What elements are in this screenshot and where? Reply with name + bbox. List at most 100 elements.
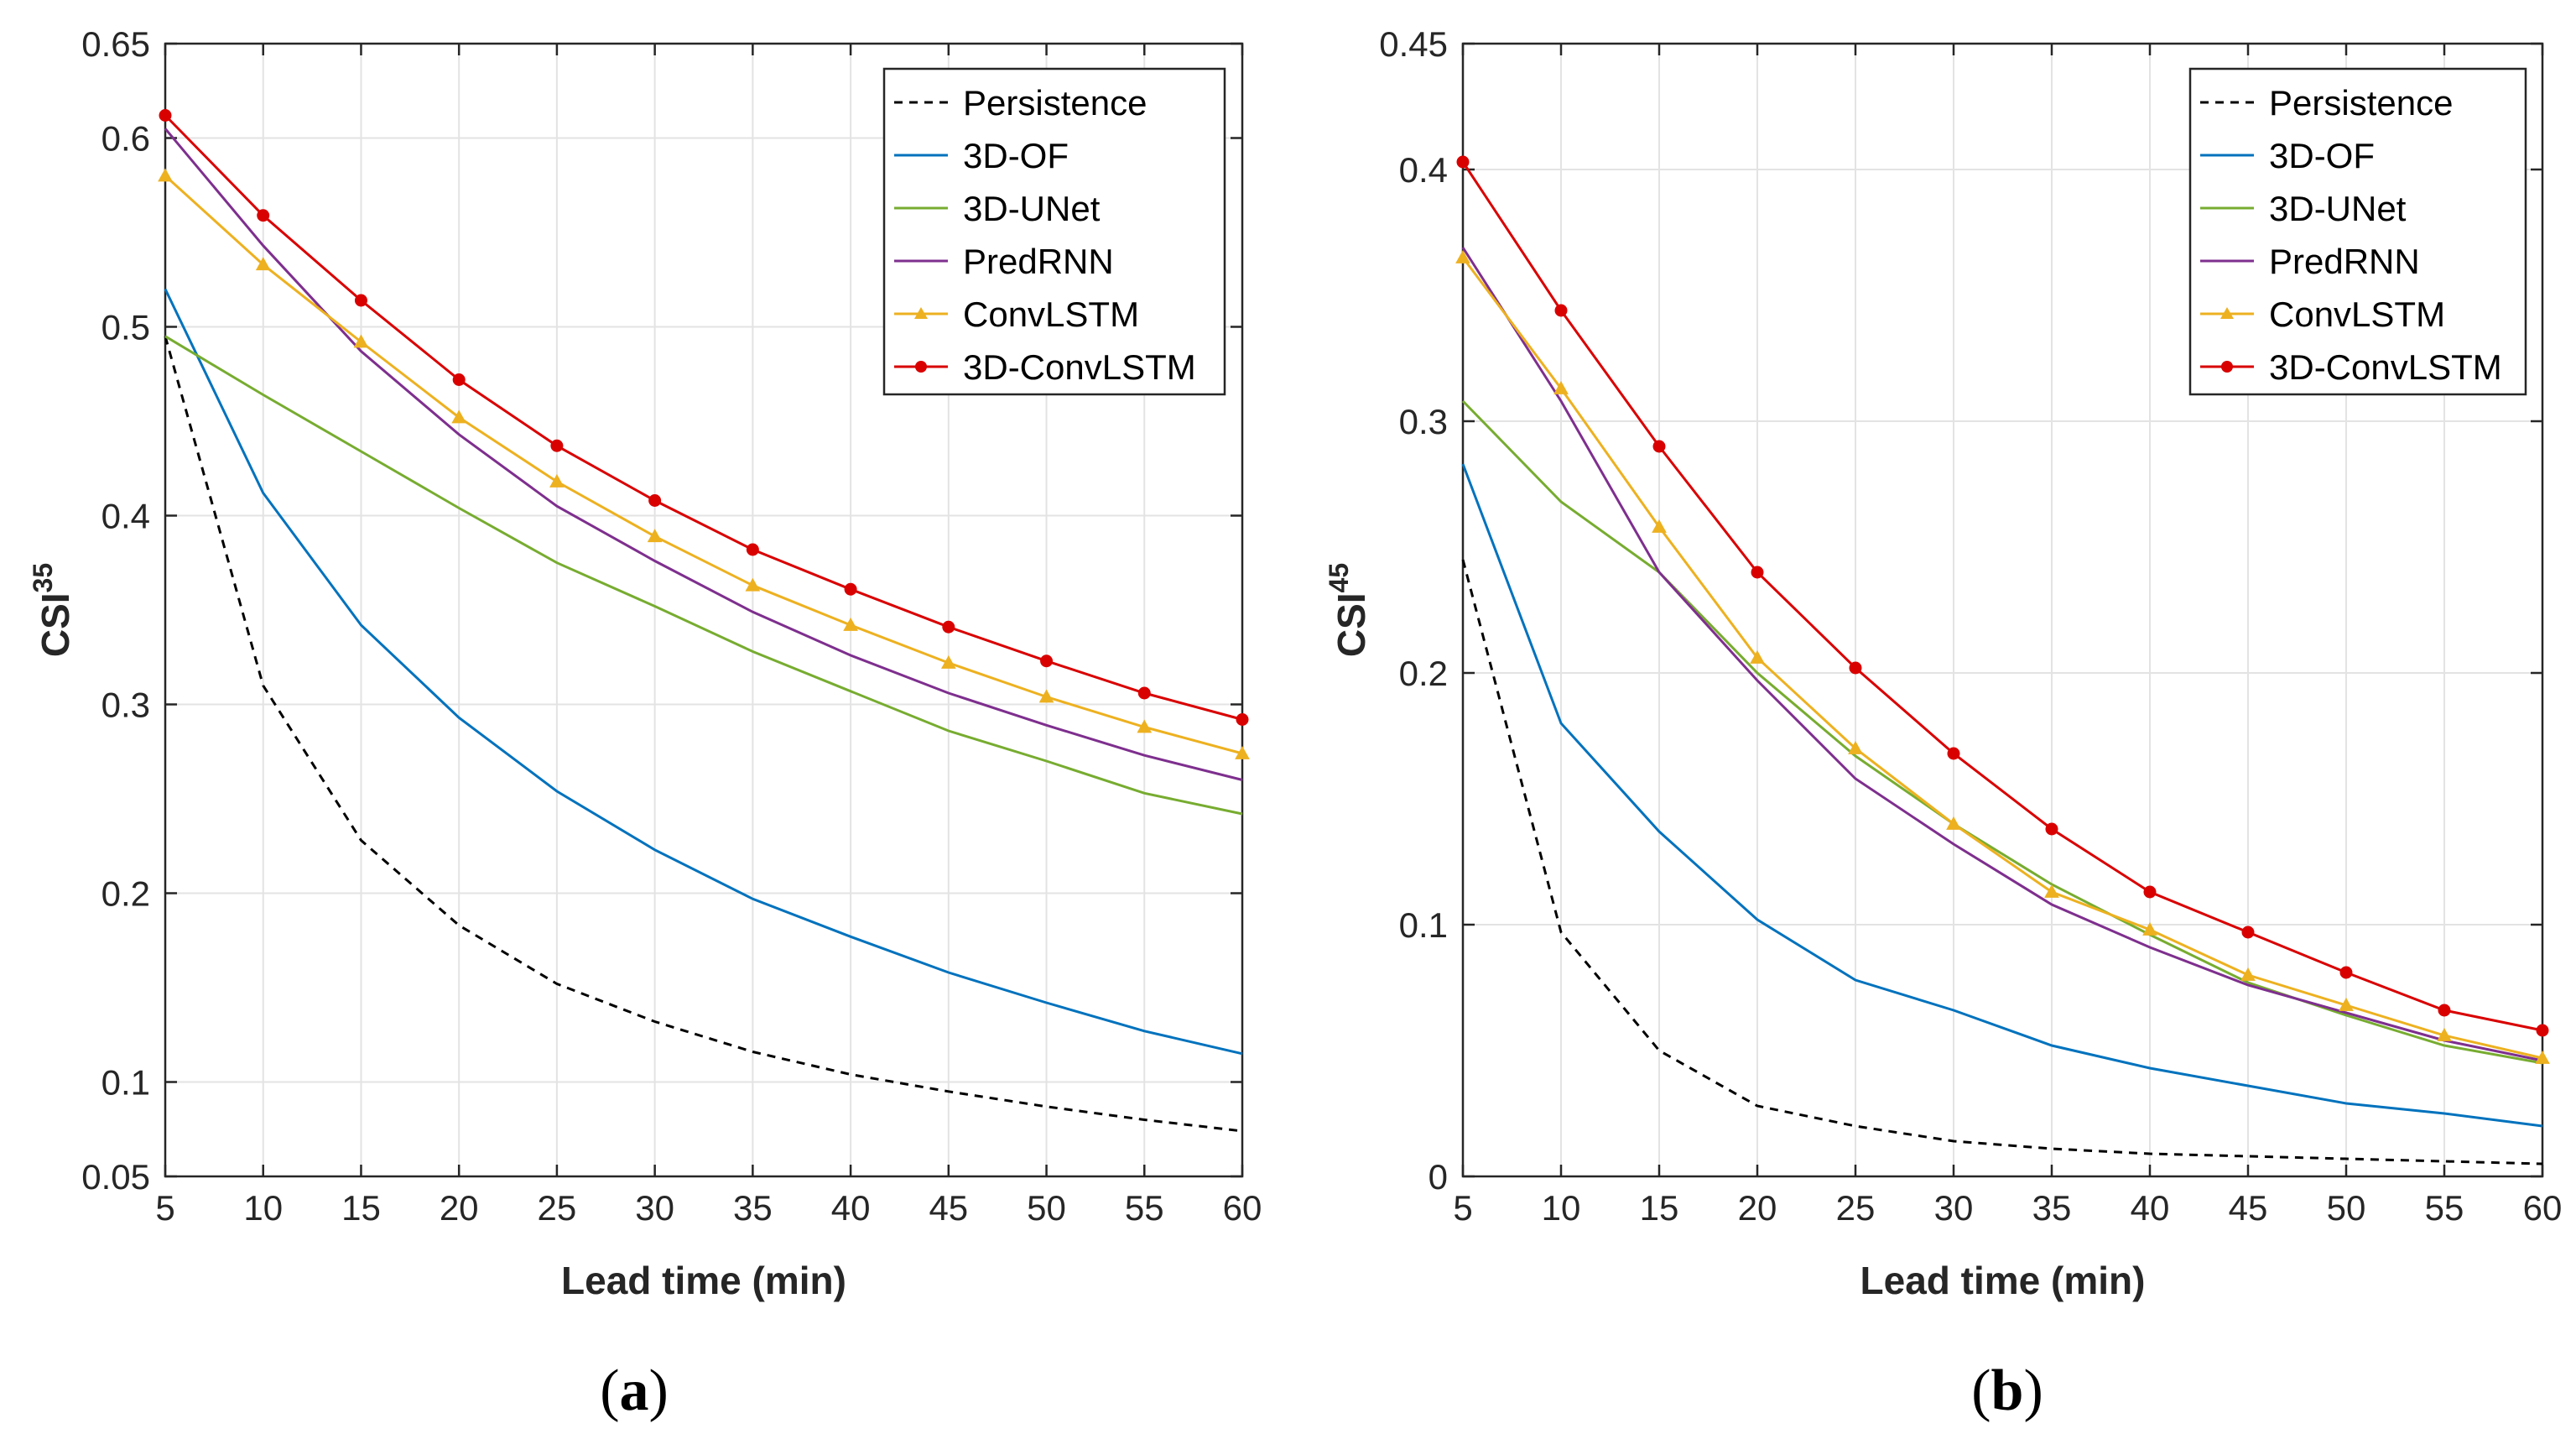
series-line-3d-of <box>1461 463 2543 1128</box>
data-point-convlstm <box>255 257 271 271</box>
series-line-convlstm <box>1461 257 2543 1060</box>
data-point-convlstm <box>1750 649 1765 664</box>
data-point-3d-convlstm <box>2143 885 2157 899</box>
series-line-persistence <box>1461 559 2543 1165</box>
y-tick-label: 0.3 <box>101 686 150 725</box>
legend-label-persistence: Persistence <box>2269 83 2453 123</box>
data-point-convlstm <box>2339 997 2354 1011</box>
x-tick-label: 50 <box>2327 1188 2366 1228</box>
legend-label-persistence: Persistence <box>963 83 1147 123</box>
y-tick-label: 0.4 <box>101 497 150 536</box>
y-axis-label-main: CSI <box>1330 592 1373 657</box>
panel-label-letter: b <box>1991 1358 2024 1423</box>
data-point-3d-convlstm <box>1652 440 1666 453</box>
data-point-convlstm <box>2142 921 2157 936</box>
data-point-convlstm <box>1235 745 1250 759</box>
series-line-predrnn <box>1461 247 2543 1062</box>
x-tick-label: 45 <box>2229 1188 2268 1228</box>
data-point-convlstm <box>549 473 565 488</box>
x-tick-label: 55 <box>2425 1188 2464 1228</box>
y-tick-label: 0.45 <box>1379 24 1448 64</box>
x-tick-label: 40 <box>2131 1188 2170 1228</box>
data-point-convlstm <box>451 409 467 424</box>
legend-marker-3d-convlstm <box>2221 361 2233 373</box>
data-point-3d-convlstm <box>550 439 564 452</box>
x-tick-label: 25 <box>1836 1188 1876 1228</box>
x-tick-label: 15 <box>1640 1188 1679 1228</box>
data-point-3d-convlstm <box>1456 155 1470 169</box>
series-3d-convlstm <box>159 109 1249 726</box>
x-tick-label: 5 <box>1453 1188 1472 1228</box>
x-axis-label: Lead time (min) <box>1860 1259 2146 1302</box>
legend-label-3d-unet: 3D-UNet <box>2269 189 2407 228</box>
chart-a: 5 10 15 20 25 30 35 40 45 50 55 60 0.05 0.1 0.2 0.3 0.4 0… <box>28 24 1262 1423</box>
x-tick-label: 55 <box>1125 1188 1164 1228</box>
data-point-3d-convlstm <box>942 620 955 634</box>
x-tick-label: 50 <box>1027 1188 1066 1228</box>
data-point-convlstm <box>1137 719 1153 733</box>
series-line-3d-convlstm <box>164 114 1243 721</box>
y-axis-label: CSI45 <box>1324 563 1373 657</box>
data-point-3d-convlstm <box>1137 686 1151 700</box>
legend: Persistence 3D-OF 3D-UNet PredRNN ConvLSTM 3D… <box>882 67 1226 396</box>
panel-label-letter: a <box>620 1358 649 1423</box>
legend-label-predrnn: PredRNN <box>963 242 1114 281</box>
legend-marker-convlstm <box>914 307 928 319</box>
legend-label-3d-of: 3D-OF <box>2269 136 2375 175</box>
x-tick-label: 10 <box>1542 1188 1581 1228</box>
chart-b: 5 10 15 20 25 30 35 40 45 50 55 60 0 0.1 0.2 0.3 0.4 0.45… <box>1324 24 2562 1423</box>
series-line-predrnn <box>164 128 1243 781</box>
series-convlstm <box>1455 249 2550 1064</box>
data-point-convlstm <box>2044 884 2059 898</box>
x-tick-label: 5 <box>155 1188 174 1228</box>
y-tick-label: 0.4 <box>1399 150 1448 190</box>
data-point-3d-convlstm <box>2045 822 2058 836</box>
data-point-3d-convlstm <box>1040 654 1054 668</box>
x-tick-label: 35 <box>733 1188 773 1228</box>
legend-box <box>2188 67 2527 396</box>
data-point-3d-convlstm <box>2339 966 2353 979</box>
series-3d-unet <box>164 335 1243 816</box>
data-point-convlstm <box>1946 816 1961 830</box>
series-3d-of <box>1461 463 2543 1128</box>
x-tick-label: 40 <box>831 1188 871 1228</box>
x-tick-label: 20 <box>440 1188 479 1228</box>
series-line-3d-unet <box>1461 399 2543 1065</box>
panel-label-open: ( <box>600 1358 619 1423</box>
data-point-3d-convlstm <box>648 494 662 507</box>
data-point-convlstm <box>2240 967 2256 981</box>
legend-label-3d-unet: 3D-UNet <box>963 189 1101 228</box>
y-axis-label: CSI35 <box>28 563 77 657</box>
series-3d-unet <box>1461 399 2543 1065</box>
data-point-convlstm <box>745 577 761 592</box>
data-point-3d-convlstm <box>1751 566 1764 579</box>
legend-label-3d-of: 3D-OF <box>963 136 1069 175</box>
data-point-3d-convlstm <box>452 373 466 386</box>
data-point-3d-convlstm <box>1236 713 1249 726</box>
series-line-convlstm <box>164 175 1243 755</box>
data-point-convlstm <box>1652 519 1667 533</box>
panel-label-close: ) <box>649 1358 669 1423</box>
legend-label-3d-convlstm: 3D-ConvLSTM <box>963 347 1196 387</box>
panel-label-close: ) <box>2023 1358 2043 1423</box>
series-line-3d-convlstm <box>1461 161 2543 1032</box>
series-predrnn <box>1461 247 2543 1062</box>
data-point-3d-convlstm <box>2536 1024 2549 1037</box>
y-tick-label: 0.65 <box>81 24 150 64</box>
data-point-3d-convlstm <box>746 543 759 556</box>
data-point-convlstm <box>158 168 173 182</box>
y-tick-label: 0.2 <box>101 874 150 914</box>
series-persistence <box>1461 559 2543 1165</box>
plot-frame <box>164 42 1244 1178</box>
legend-marker-convlstm <box>2220 307 2234 319</box>
series-convlstm <box>158 168 1250 759</box>
y-tick-label: 0.1 <box>1399 905 1448 945</box>
x-tick-label: 15 <box>341 1188 381 1228</box>
x-tick-label: 60 <box>1223 1188 1262 1228</box>
series-line-persistence <box>164 336 1243 1133</box>
x-tick-label: 25 <box>538 1188 577 1228</box>
data-point-convlstm <box>2535 1050 2550 1064</box>
y-axis-label-superscript: 45 <box>1324 563 1354 593</box>
data-point-3d-convlstm <box>354 294 367 307</box>
